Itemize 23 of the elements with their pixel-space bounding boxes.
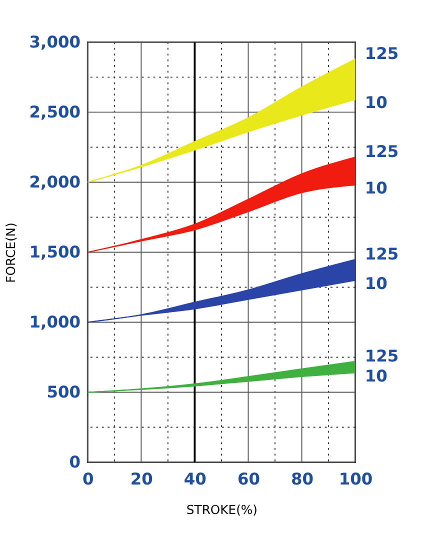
y-axis-title: FORCE(N)	[4, 222, 18, 283]
y-tick-label: 2,000	[29, 172, 80, 192]
y-tick-label: 1,000	[29, 312, 80, 332]
series-label: 10	[364, 366, 388, 386]
x-tick-label: 0	[82, 470, 94, 489]
series-label: 125	[364, 244, 399, 264]
series-label: 125	[364, 142, 399, 162]
series-label: 10	[364, 178, 388, 198]
y-tick-label: 500	[46, 382, 80, 402]
series-label: 10	[364, 93, 388, 112]
x-tick-label: 80	[290, 470, 314, 489]
y-tick-label: 3,000	[29, 32, 80, 52]
series-label: 125	[364, 346, 399, 366]
y-tick-label: 2,500	[29, 102, 80, 122]
series-label: 125	[364, 44, 399, 63]
y-tick-label: 1,500	[29, 242, 80, 262]
y-tick-label: 0	[69, 452, 80, 472]
x-tick-label: 100	[338, 470, 373, 489]
x-tick-label: 60	[237, 470, 260, 489]
x-axis-title: STROKE(%)	[186, 503, 258, 518]
x-tick-label: 40	[184, 470, 206, 489]
x-tick-label: 20	[130, 470, 153, 489]
series-label: 10	[364, 274, 388, 293]
